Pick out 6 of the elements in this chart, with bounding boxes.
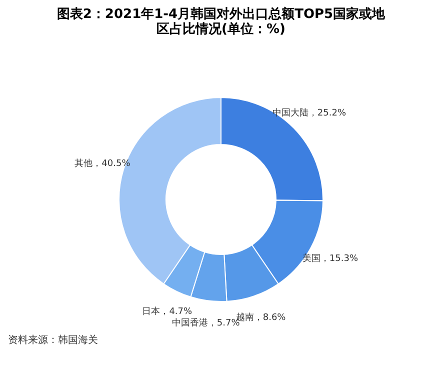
- slice-label: 日本，4.7%: [142, 306, 193, 318]
- text: 图表2：2021年1-4月韩国对外出口总额TOP5国家或地: [56, 7, 386, 22]
- slice-label: 其他，40.5%: [74, 158, 131, 170]
- text: 资料来源：韩国海关: [8, 334, 98, 346]
- slice-label: 美国，15.3%: [302, 253, 358, 264]
- text: 区占比情况(单位：%): [156, 22, 286, 37]
